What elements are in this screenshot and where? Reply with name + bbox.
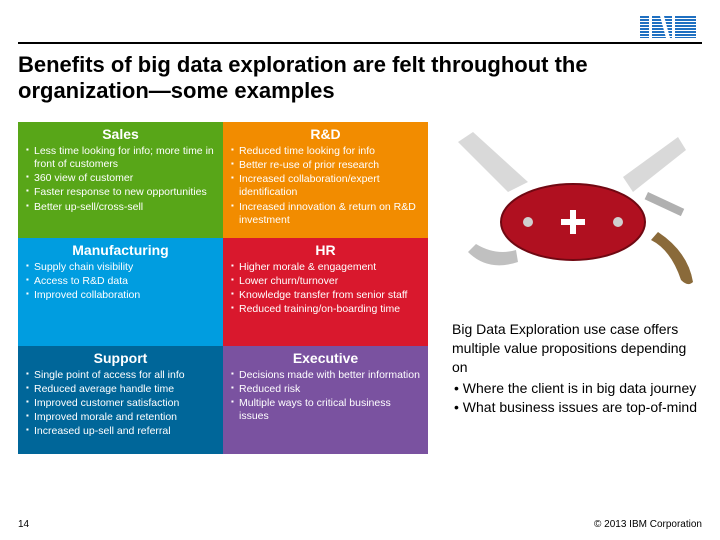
caption-bullets: • Where the client is in big data journe… [452,379,702,417]
ibm-logo [640,16,696,43]
mfg-list: Supply chain visibilityAccess to R&D dat… [24,261,217,302]
swiss-army-knife-icon [448,122,698,302]
list-item: 360 view of customer [26,172,217,185]
cell-sales: Sales Less time looking for info; more ti… [18,122,223,238]
list-item: Access to R&D data [26,275,217,288]
list-item: Improved collaboration [26,289,217,302]
list-item: Increased innovation & return on R&D inv… [231,201,422,227]
caption-lead: Big Data Exploration use case offers mul… [452,320,702,377]
list-item: Knowledge transfer from senior staff [231,289,422,302]
list-item: Supply chain visibility [26,261,217,274]
list-item: Less time looking for info; more time in… [26,145,217,171]
exec-list: Decisions made with better informationRe… [229,369,422,424]
list-item: Reduced training/on-boarding time [231,303,422,316]
page-number: 14 [18,519,29,530]
cell-exec: Executive Decisions made with better info… [223,346,428,454]
caption-bullet: • Where the client is in big data journe… [452,379,702,398]
cell-hr: HR Higher morale & engagementLower churn/… [223,238,428,346]
cell-rd: R&D Reduced time looking for infoBetter r… [223,122,428,238]
rd-heading: R&D [229,126,422,142]
list-item: Reduced average handle time [26,383,217,396]
sales-list: Less time looking for info; more time in… [24,145,217,214]
list-item: Multiple ways to critical business issue… [231,397,422,423]
top-rule [18,42,702,44]
list-item: Higher morale & engagement [231,261,422,274]
caption-bullet: • What business issues are top-of-mind [452,398,702,417]
list-item: Lower churn/turnover [231,275,422,288]
cell-support: Support Single point of access for all in… [18,346,223,454]
benefits-grid: Sales Less time looking for info; more ti… [18,122,428,454]
support-list: Single point of access for all infoReduc… [24,369,217,439]
list-item: Better up-sell/cross-sell [26,201,217,214]
list-item: Improved customer satisfaction [26,397,217,410]
exec-heading: Executive [229,350,422,366]
list-item: Reduced time looking for info [231,145,422,158]
page-title: Benefits of big data exploration are fel… [18,52,702,105]
list-item: Increased collaboration/expert identific… [231,173,422,199]
list-item: Reduced risk [231,383,422,396]
mfg-heading: Manufacturing [24,242,217,258]
list-item: Faster response to new opportunities [26,186,217,199]
list-item: Better re-use of prior research [231,159,422,172]
caption: Big Data Exploration use case offers mul… [452,320,702,416]
support-heading: Support [24,350,217,366]
hr-heading: HR [229,242,422,258]
list-item: Improved morale and retention [26,411,217,424]
list-item: Increased up-sell and referral [26,425,217,438]
sales-heading: Sales [24,126,217,142]
hr-list: Higher morale & engagementLower churn/tu… [229,261,422,317]
rd-list: Reduced time looking for infoBetter re-u… [229,145,422,227]
copyright: © 2013 IBM Corporation [594,519,702,530]
list-item: Decisions made with better information [231,369,422,382]
list-item: Single point of access for all info [26,369,217,382]
cell-mfg: Manufacturing Supply chain visibilityAcce… [18,238,223,346]
